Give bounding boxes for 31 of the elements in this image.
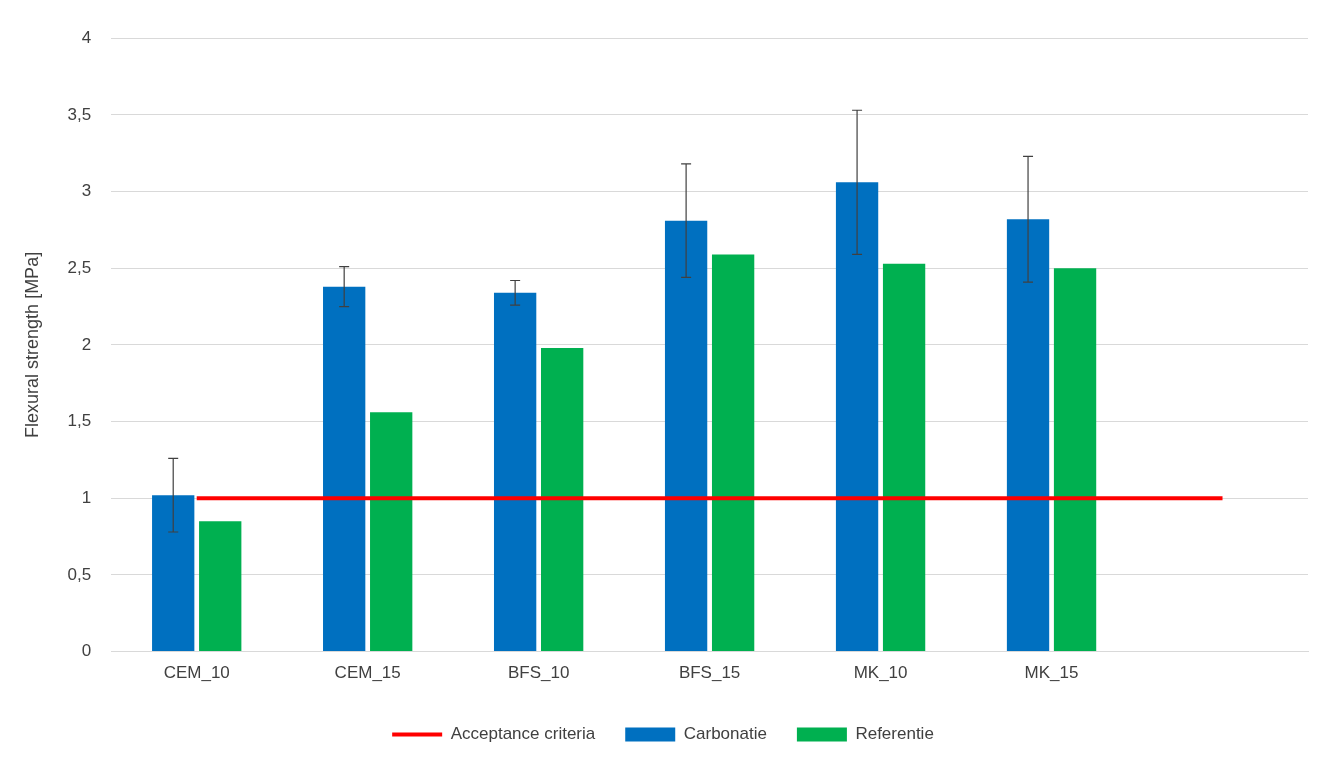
legend-label: Carbonatie bbox=[683, 724, 767, 744]
bar bbox=[835, 182, 879, 652]
bar bbox=[1006, 219, 1050, 652]
bar bbox=[711, 254, 755, 652]
x-tick-label: CEM_10 bbox=[163, 663, 230, 683]
bar bbox=[493, 292, 537, 652]
y-tick-label: 0,5 bbox=[67, 564, 92, 584]
y-tick-label: 3 bbox=[81, 181, 92, 201]
x-tick-label: MK_10 bbox=[853, 663, 908, 683]
y-tick-label: 2 bbox=[81, 334, 92, 354]
legend-label: Referentie bbox=[855, 724, 934, 744]
bar bbox=[152, 495, 195, 652]
x-tick-label: CEM_15 bbox=[334, 663, 401, 683]
y-tick-label: 4 bbox=[81, 27, 92, 47]
bar bbox=[199, 521, 242, 652]
bar bbox=[664, 220, 708, 652]
legend-label: Acceptance criteria bbox=[450, 724, 596, 744]
x-tick-label: BFS_10 bbox=[507, 663, 570, 683]
y-tick-label: 2,5 bbox=[67, 257, 92, 277]
bar bbox=[370, 412, 413, 652]
y-tick-label: 0 bbox=[81, 641, 92, 661]
bar bbox=[882, 263, 926, 652]
y-tick-label: 1 bbox=[81, 487, 92, 507]
x-tick-label: MK_15 bbox=[1024, 663, 1079, 683]
bar bbox=[323, 286, 366, 652]
y-axis-title: Flexural strength [MPa] bbox=[21, 251, 42, 438]
y-tick-label: 3,5 bbox=[67, 104, 92, 124]
bar bbox=[541, 347, 584, 652]
bar bbox=[1053, 268, 1097, 652]
x-tick-label: BFS_15 bbox=[678, 663, 741, 683]
y-tick-label: 1,5 bbox=[67, 411, 92, 431]
